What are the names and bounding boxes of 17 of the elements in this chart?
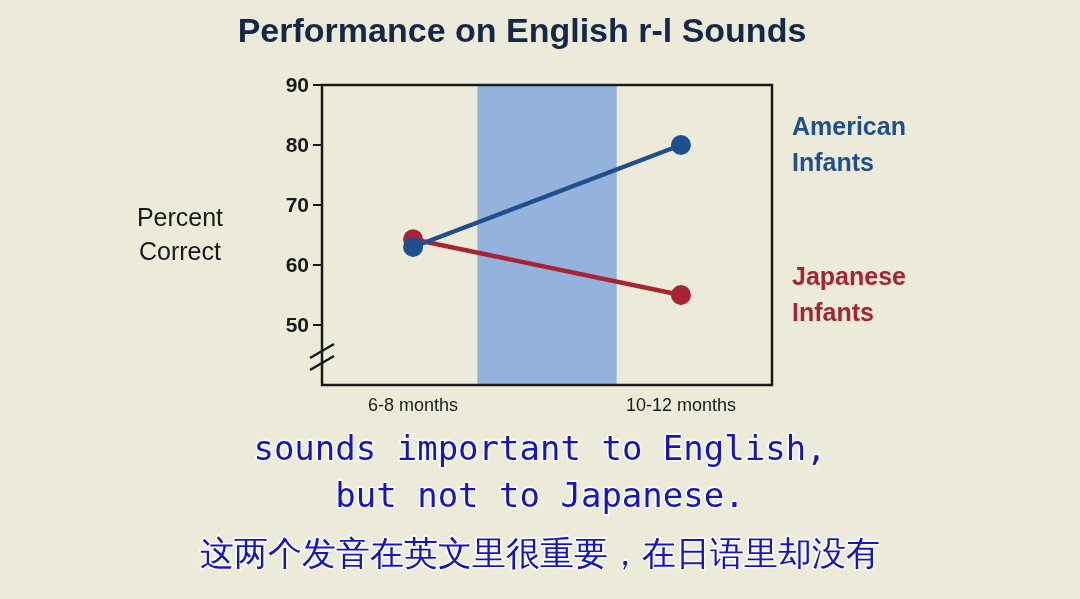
y-axis-title: Percent Correct	[136, 203, 224, 265]
text: sounds important to English,	[253, 428, 827, 468]
x-tick-label: 6-8 months	[368, 395, 459, 415]
text: 这两个发音在英文里很重要，在日语里却没有	[200, 533, 880, 573]
text: American Infants	[792, 112, 906, 176]
y-tick-label: 60	[285, 253, 309, 276]
y-tick-label: 80	[285, 133, 309, 156]
text: Japanese Infants	[792, 262, 907, 326]
point	[670, 285, 691, 305]
y-tick-label: 90	[285, 73, 309, 96]
point	[403, 237, 424, 257]
point	[670, 135, 691, 155]
text: but not to Japanese.	[335, 475, 745, 515]
y-tick-label: 70	[285, 193, 309, 216]
chart-title: Performance on English r-l Sounds	[237, 11, 807, 49]
y-tick-label: 50	[285, 313, 309, 336]
x-tick-label: 10-12 months	[625, 395, 736, 415]
